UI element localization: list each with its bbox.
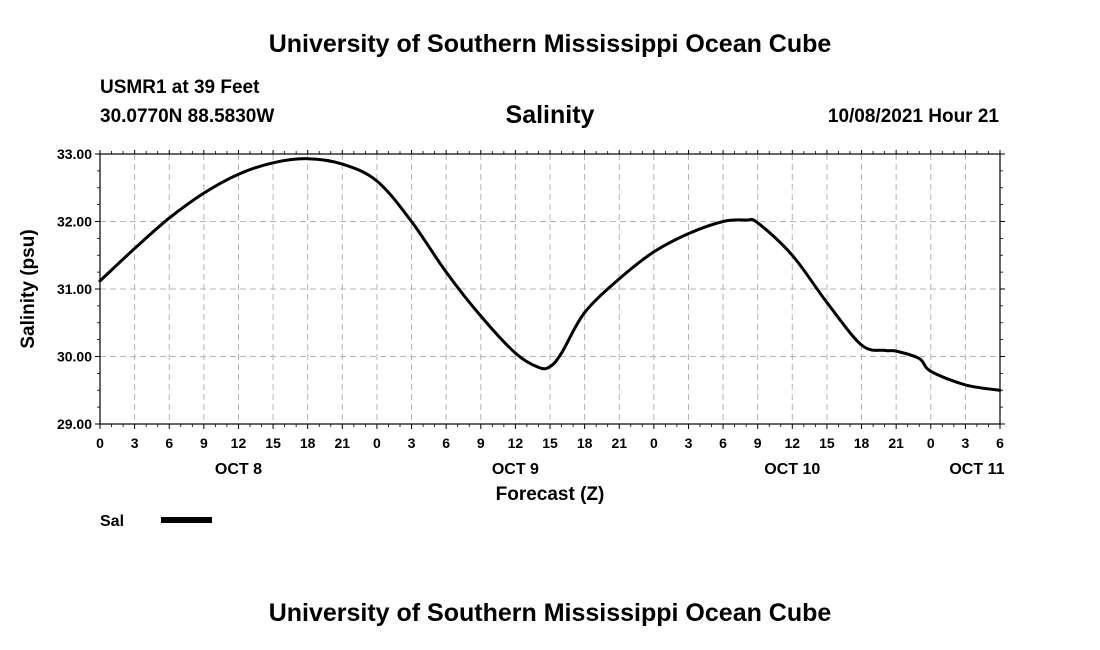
- x-tick-label: 6: [165, 435, 173, 451]
- coordinates-label: 30.0770N 88.5830W: [100, 106, 275, 127]
- x-day-label: OCT 8: [215, 461, 262, 478]
- x-tick-label: 12: [785, 435, 801, 451]
- x-tick-label: 3: [131, 435, 139, 451]
- x-tick-label: 0: [96, 435, 104, 451]
- x-day-label: OCT 11: [949, 461, 1004, 478]
- x-tick-label: 18: [577, 435, 593, 451]
- axis-ticks: [95, 150, 1005, 429]
- x-tick-label: 0: [373, 435, 381, 451]
- x-tick-label: 12: [508, 435, 524, 451]
- y-tick-label: 30.00: [57, 349, 92, 365]
- x-day-label: OCT 10: [764, 461, 820, 478]
- x-axis-title: Forecast (Z): [496, 484, 605, 505]
- x-tick-label: 21: [888, 435, 904, 451]
- x-tick-label: 6: [442, 435, 450, 451]
- series-line-sal: [98, 157, 1002, 392]
- x-day-label: OCT 9: [492, 461, 539, 478]
- x-tick-label: 6: [719, 435, 727, 451]
- y-tick-label: 33.00: [57, 146, 92, 162]
- legend-label-sal: Sal: [100, 513, 124, 530]
- x-tick-label: 15: [819, 435, 835, 451]
- chart-title: Salinity: [505, 101, 595, 129]
- x-tick-label: 3: [408, 435, 416, 451]
- datetime-label: 10/08/2021 Hour 21: [827, 106, 999, 127]
- x-tick-label: 9: [754, 435, 762, 451]
- x-tick-label: 3: [685, 435, 693, 451]
- y-tick-label: 29.00: [57, 416, 92, 432]
- x-tick-label: 15: [542, 435, 558, 451]
- x-tick-label: 3: [961, 435, 969, 451]
- page-title: University of Southern Mississippi Ocean…: [268, 30, 832, 58]
- x-tick-label: 6: [996, 435, 1004, 451]
- x-tick-label: 18: [300, 435, 316, 451]
- footer-title: University of Southern Mississippi Ocean…: [268, 599, 832, 627]
- x-tick-label: 0: [650, 435, 658, 451]
- x-tick-label: 0: [927, 435, 935, 451]
- y-axis-title: Salinity (psu): [18, 229, 39, 348]
- x-tick-label: 12: [231, 435, 247, 451]
- y-tick-label: 31.00: [57, 281, 92, 297]
- x-tick-label: 18: [854, 435, 870, 451]
- x-tick-label: 9: [200, 435, 208, 451]
- x-tick-label: 21: [611, 435, 627, 451]
- x-tick-label: 15: [265, 435, 281, 451]
- axis-labels: 0 3 6 9 12 15 18 21 0 3 6 9 12 15 18 21 0 3 6 9 12 15 18 21 0 3 6 2…: [57, 146, 1005, 478]
- station-label: USMR1 at 39 Feet: [100, 77, 260, 98]
- x-tick-label: 9: [477, 435, 485, 451]
- y-tick-label: 32.00: [57, 214, 92, 230]
- grid-lines: [100, 154, 1000, 424]
- x-tick-label: 21: [335, 435, 351, 451]
